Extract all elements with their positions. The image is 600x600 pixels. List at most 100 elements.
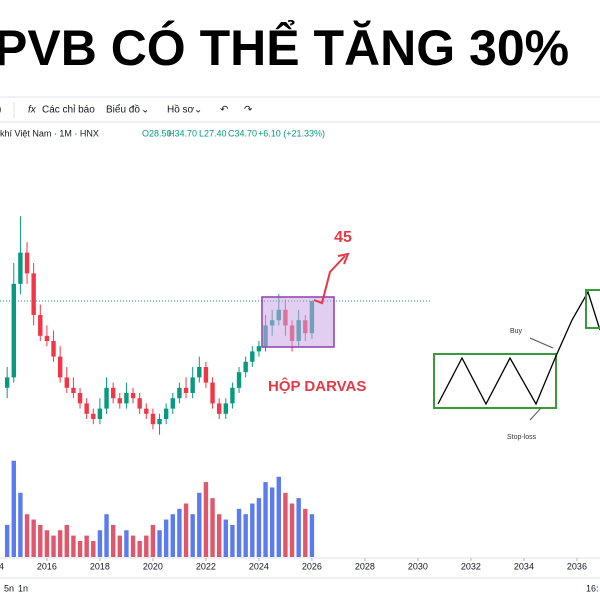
candle-body <box>243 361 248 373</box>
candle-body <box>77 393 83 404</box>
chevron: ⌄ <box>141 105 149 116</box>
candle-body <box>144 408 149 414</box>
volume-bar <box>236 508 242 557</box>
chevron: ⌄ <box>194 105 202 116</box>
x-tick-label: 2032 <box>461 561 481 571</box>
volume-bar <box>71 535 76 557</box>
candle-body <box>71 387 76 393</box>
box-label: HỘP DARVAS <box>268 377 366 395</box>
volume-bar <box>38 524 43 557</box>
diagram-box <box>585 289 600 329</box>
volume-bar <box>170 514 175 557</box>
toolbar-button[interactable]: Biểu đồ <box>106 104 140 116</box>
candle-body <box>163 408 169 419</box>
candle-body <box>256 346 262 352</box>
x-tick-label: 2030 <box>408 561 428 571</box>
ohlc: O28.50 <box>142 128 172 138</box>
volume-bar <box>230 524 235 557</box>
candle-body <box>170 398 175 409</box>
volume-bar <box>130 535 136 557</box>
volume-bar <box>216 514 222 557</box>
ohlc: H34.70 <box>168 128 197 138</box>
volume-bar <box>283 492 288 557</box>
volume-bar <box>223 519 228 557</box>
volume-bar <box>57 530 63 557</box>
volume-bar <box>18 492 23 557</box>
volume-bar <box>77 540 83 557</box>
darvas-box <box>261 296 335 348</box>
candle-body <box>230 387 235 404</box>
x-tick-label: 2024 <box>249 561 269 571</box>
candle-body <box>24 252 30 274</box>
range-button[interactable]: 5n <box>4 583 14 593</box>
volume-bar <box>289 503 295 557</box>
volume-bar <box>104 514 109 557</box>
volume-bar <box>210 498 215 557</box>
toolbar-button[interactable]: Hồ sơ <box>167 104 195 116</box>
candle-body <box>57 356 63 378</box>
volume-bar <box>190 514 195 557</box>
toolbar-icon: ) <box>0 105 1 116</box>
candle-body <box>31 273 36 315</box>
candle-body <box>223 403 228 414</box>
fx-icon: fx <box>28 105 37 116</box>
headline: PVB CÓ THỂ TĂNG 30% <box>0 20 569 76</box>
candle-body <box>157 419 162 425</box>
candle-body <box>104 387 109 409</box>
candle-body <box>18 252 23 284</box>
volume-bar <box>177 508 182 557</box>
x-tick-label: 2028 <box>355 561 375 571</box>
x-tick-label: 2026 <box>302 561 322 571</box>
volume-bar <box>117 535 122 557</box>
candle-body <box>4 377 10 388</box>
x-tick-label: 2020 <box>143 561 163 571</box>
volume-bar <box>84 535 89 557</box>
volume-bar <box>157 530 162 557</box>
volume-bar <box>4 524 10 557</box>
candle-body <box>236 372 242 388</box>
x-tick-label: 2014 <box>0 561 4 571</box>
candle-body <box>250 351 255 362</box>
buy-label: Buy <box>510 328 523 335</box>
candle-body <box>190 377 195 393</box>
candle-body <box>183 387 189 393</box>
candle-body <box>117 398 122 404</box>
candle-body <box>110 387 116 399</box>
diagram-zigzag <box>437 290 600 406</box>
candle-body <box>97 408 103 419</box>
volume-bar <box>24 514 30 557</box>
volume-bar <box>64 524 69 557</box>
candle-body <box>216 403 222 414</box>
volume-bar <box>44 530 50 557</box>
candle-body <box>177 387 182 399</box>
stop-label: Stop-loss <box>507 434 537 441</box>
x-tick-label: 2018 <box>90 561 110 571</box>
ohlc: C34.70 <box>228 128 257 138</box>
volume-bar <box>309 514 315 557</box>
undo[interactable]: ↶ <box>220 105 228 116</box>
volume-bar <box>296 498 301 557</box>
x-tick-label: 2034 <box>514 561 534 571</box>
range-button[interactable]: 1n <box>18 583 28 593</box>
diagram-box <box>433 353 557 409</box>
x-tick-label: 2022 <box>196 561 216 571</box>
volume-bar <box>183 503 189 557</box>
candle-body <box>84 403 89 414</box>
volume-bar <box>110 524 116 557</box>
ohlc: +6.10 (+21.33%) <box>258 128 325 138</box>
volume-bar <box>269 487 275 557</box>
candle-body <box>38 315 43 336</box>
volume-bar <box>124 530 129 557</box>
x-tick-label: 2036 <box>567 561 587 571</box>
redo[interactable]: ↷ <box>244 105 253 116</box>
candle-body <box>44 335 50 341</box>
candle-body <box>124 393 129 404</box>
candle-body <box>91 413 96 419</box>
volume-bar <box>11 460 16 557</box>
candle-body <box>210 382 215 404</box>
volume-bar <box>163 519 169 557</box>
toolbar-button[interactable]: Các chỉ báo <box>42 104 95 116</box>
